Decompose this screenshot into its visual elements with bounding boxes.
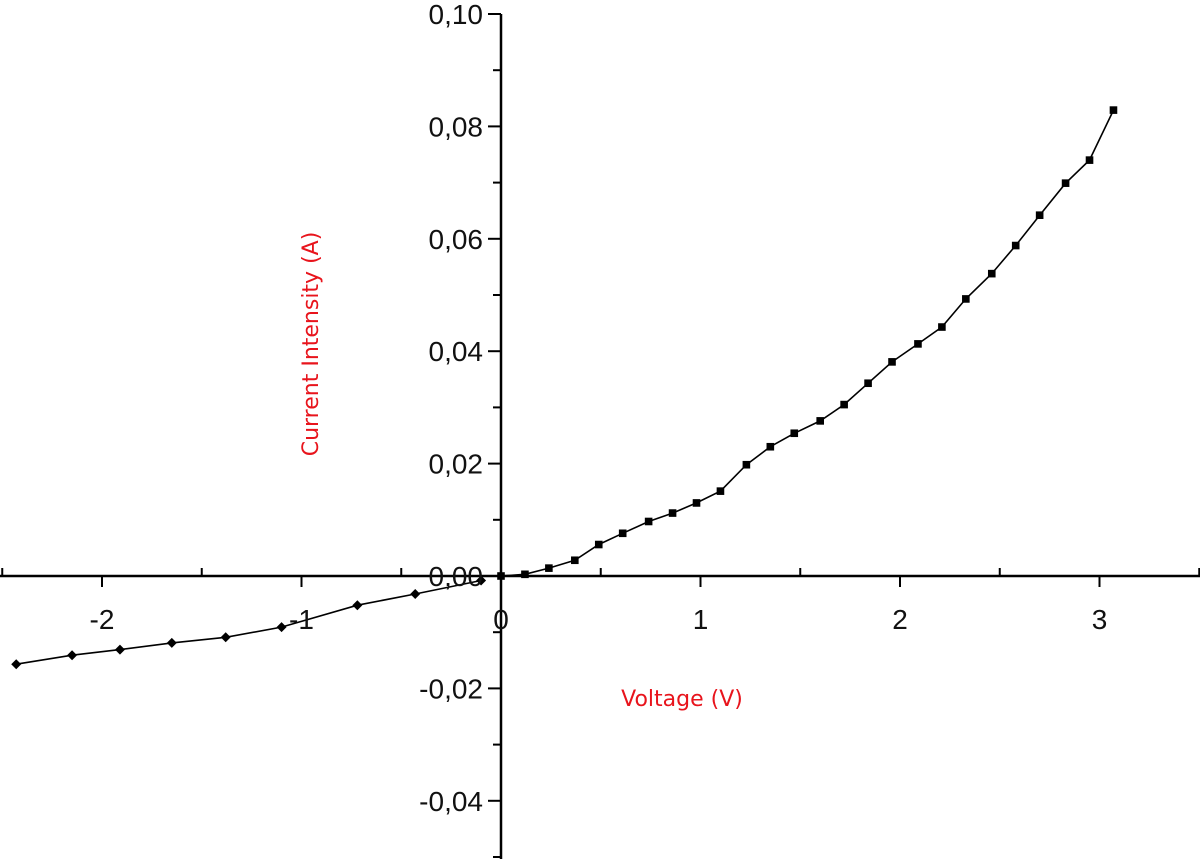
x-tick-label: -1 — [289, 604, 314, 635]
data-point — [1011, 241, 1020, 250]
data-point — [742, 460, 751, 469]
data-point — [1109, 106, 1118, 114]
data-point — [914, 340, 922, 348]
y-axis-title: Current Intensity (A) — [299, 232, 324, 457]
data-point — [497, 572, 505, 580]
data-point — [594, 540, 603, 549]
y-tick-label: 0,04 — [429, 336, 484, 367]
data-point — [220, 632, 231, 643]
x-tick-label: 3 — [1092, 604, 1108, 635]
y-tick-label: 0,02 — [429, 449, 484, 480]
x-tick-label: -2 — [90, 604, 115, 635]
data-point — [987, 269, 996, 278]
data-point — [114, 644, 125, 655]
data-point — [166, 637, 177, 648]
data-point — [766, 442, 775, 451]
x-axis-title: Voltage (V) — [621, 687, 743, 712]
data-point — [644, 517, 653, 526]
data-point — [410, 588, 421, 599]
tick-labels: -2 -1 0 1 2 3 -0,04 -0,02 0,00 0,02 0,04 0,06 0,08 0,… — [90, 0, 1108, 817]
y-tick-label: 0,00 — [429, 561, 484, 592]
data-point — [276, 622, 287, 633]
data-point — [11, 659, 22, 670]
data-point — [668, 509, 677, 517]
data-point — [790, 429, 799, 438]
series-layer — [11, 106, 1118, 670]
y-tick-label: -0,04 — [419, 786, 483, 817]
data-point — [352, 600, 363, 611]
y-tick-label: 0,08 — [429, 111, 484, 142]
x-tick-label: 2 — [892, 604, 908, 635]
data-point — [840, 400, 848, 409]
series-1-line — [500, 109, 1115, 577]
data-point — [962, 295, 970, 303]
data-point — [1035, 211, 1044, 219]
data-point — [816, 417, 824, 425]
data-point — [521, 570, 529, 579]
data-point — [545, 564, 553, 572]
axes — [0, 13, 1200, 859]
data-point — [864, 379, 872, 388]
x-tick-label: 0 — [493, 604, 509, 635]
data-point — [938, 323, 946, 331]
data-point — [476, 575, 487, 586]
y-tick-label: 0,06 — [429, 224, 484, 255]
data-point — [571, 556, 579, 565]
y-tick-label: 0,10 — [429, 0, 484, 30]
data-point — [1061, 179, 1070, 187]
y-tick-label: -0,02 — [419, 673, 483, 704]
data-point — [618, 529, 627, 538]
data-point — [1085, 156, 1094, 164]
data-point — [888, 358, 896, 366]
data-point — [716, 487, 725, 495]
data-point — [692, 499, 701, 507]
data-point — [67, 650, 78, 661]
x-tick-label: 1 — [693, 604, 709, 635]
